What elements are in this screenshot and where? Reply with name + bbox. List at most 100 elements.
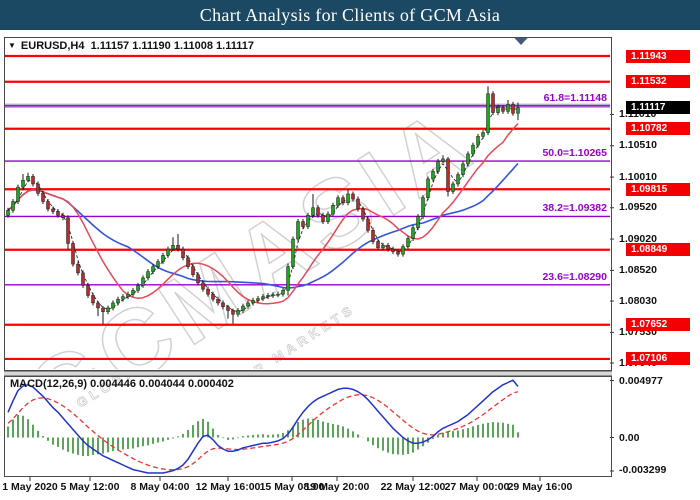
- candle-bear: [46, 201, 50, 210]
- candle-bull: [421, 197, 425, 217]
- candle-bear: [96, 302, 100, 309]
- candle-bull: [261, 296, 265, 299]
- macd-indicator-panel[interactable]: [4, 376, 612, 477]
- candle-bull: [11, 201, 15, 211]
- candle-bull: [21, 179, 25, 188]
- candle-bull: [246, 302, 250, 307]
- candle-bull: [456, 174, 460, 185]
- line-price-tag: 1.08849: [626, 243, 690, 257]
- symbol-period-label: EURUSD,H4: [20, 40, 85, 52]
- candle-bear: [56, 211, 60, 216]
- ma-line: [7, 379, 519, 474]
- fib-level-label: 50.0=1.10265: [542, 147, 607, 160]
- x-axis-label: 27 May 00:00: [444, 481, 510, 493]
- candle-bull: [131, 290, 135, 295]
- x-axis-label: 8 May 04:00: [130, 481, 190, 493]
- candle-bull: [311, 207, 315, 216]
- macd-scale-label: 0.00: [619, 431, 640, 444]
- line-price-tag: 1.10782: [626, 122, 690, 136]
- candle-bull: [251, 300, 255, 304]
- panel-splitter[interactable]: [4, 371, 612, 376]
- candle-bear: [196, 274, 200, 284]
- candle-bear: [101, 307, 105, 312]
- candle-bear: [491, 93, 495, 113]
- candle-bull: [266, 295, 270, 297]
- candle-bear: [36, 183, 40, 194]
- x-axis-label: 15 May 08:00: [259, 481, 325, 493]
- candle-bull: [441, 158, 445, 162]
- candle-bear: [66, 217, 70, 244]
- candle-bear: [206, 288, 210, 295]
- ma-line: [7, 123, 519, 305]
- ma-line: [7, 391, 519, 471]
- candle-bull: [431, 171, 435, 180]
- macd-header: MACD(12,26,9) 0.004446 0.004044 0.000402: [10, 378, 234, 390]
- x-axis-label: 1 May 2020: [2, 481, 58, 493]
- candle-bull: [426, 178, 430, 198]
- candle-bull: [271, 294, 275, 297]
- candle-bear: [376, 241, 380, 249]
- line-price-tag: 1.11943: [626, 49, 690, 63]
- y-axis-label: 1.08520: [619, 263, 657, 276]
- candle-bull: [116, 298, 120, 304]
- macd-values: 0.004446 0.004044 0.000402: [90, 378, 234, 390]
- candle-bull: [486, 93, 490, 133]
- candle-bull: [286, 266, 290, 291]
- candle-bull: [336, 197, 340, 206]
- candle-bear: [186, 257, 190, 267]
- candle-bull: [151, 266, 155, 272]
- candle-bear: [226, 306, 230, 311]
- candle-bear: [361, 208, 365, 220]
- candle-bull: [381, 245, 385, 249]
- candle-bull: [466, 153, 470, 165]
- candle-bear: [396, 251, 400, 255]
- candle-bull: [106, 307, 110, 312]
- price-chart-panel[interactable]: [4, 37, 612, 371]
- candle-bull: [111, 302, 115, 309]
- chart-ohlc-header: ▼ EURUSD,H4 1.11157 1.11190 1.11008 1.111…: [8, 40, 254, 52]
- candle-bull: [241, 305, 245, 311]
- candle-bear: [86, 285, 90, 296]
- candle-bear: [61, 215, 65, 219]
- ohlc-values: 1.11157 1.11190 1.11008 1.11117: [90, 40, 254, 52]
- line-price-tag: 1.07106: [626, 352, 690, 366]
- candle-bear: [211, 293, 215, 300]
- ma-line: [7, 162, 519, 289]
- candle-bull: [471, 144, 475, 155]
- candle-bull: [496, 107, 500, 113]
- candle-bull: [16, 186, 20, 202]
- y-axis-label: 1.08030: [619, 294, 657, 307]
- candle-bull: [166, 248, 170, 256]
- candle-bull: [136, 285, 140, 291]
- x-axis-label: 19 May 20:00: [304, 481, 370, 493]
- candle-bear: [231, 310, 235, 315]
- candle-bull: [126, 293, 130, 297]
- candle-bear: [181, 248, 185, 259]
- candle-bear: [446, 158, 450, 192]
- fib-level-label: 23.6=1.08290: [542, 270, 607, 283]
- candle-bear: [341, 197, 345, 203]
- candle-bull: [506, 104, 510, 112]
- candle-bear: [321, 215, 325, 222]
- candle-bull: [326, 213, 330, 222]
- candle-bull: [476, 136, 480, 146]
- line-price-tag: 1.07652: [626, 318, 690, 332]
- candle-bull: [416, 216, 420, 229]
- candle-bear: [301, 221, 305, 227]
- candle-bull: [121, 296, 125, 300]
- y-axis-label: 1.09520: [619, 201, 657, 214]
- candle-bull: [451, 183, 455, 192]
- y-axis-label: 1.10510: [619, 139, 657, 152]
- candle-bull: [156, 261, 160, 267]
- candle-bear: [41, 193, 45, 202]
- candle-bull: [306, 215, 310, 227]
- candle-bear: [81, 272, 85, 286]
- candle-bull: [516, 107, 520, 114]
- candle-bull: [436, 161, 440, 172]
- chevron-down-icon[interactable]: ▼: [8, 41, 16, 50]
- candle-bull: [171, 245, 175, 250]
- candle-bull: [411, 227, 415, 239]
- candle-bull: [256, 298, 260, 301]
